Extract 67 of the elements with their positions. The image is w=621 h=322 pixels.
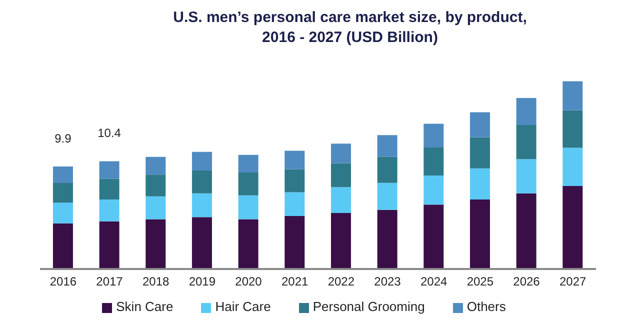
legend-label: Others	[466, 299, 506, 314]
bar	[284, 216, 305, 269]
bar	[424, 124, 444, 148]
bar	[470, 200, 490, 269]
bar	[192, 170, 212, 194]
bar	[192, 217, 212, 269]
legend-label: Hair Care	[215, 299, 271, 314]
x-tick-label: 2026	[513, 274, 540, 289]
bar	[377, 135, 398, 157]
x-tick-label: 2021	[281, 274, 309, 289]
bar	[562, 148, 583, 186]
bar	[562, 186, 583, 269]
bar	[470, 137, 490, 168]
annotation: 9.9	[54, 131, 72, 146]
bar	[146, 219, 166, 269]
x-tick-label: 2027	[559, 274, 587, 289]
bar	[284, 192, 305, 216]
bar	[516, 193, 536, 269]
bar	[238, 195, 258, 220]
bar	[284, 169, 305, 192]
chart-title: U.S. men’s personal care market size, by product, 2016 - 2027 (USD Billion)	[172, 8, 528, 48]
bar	[192, 152, 212, 170]
bar	[99, 161, 120, 179]
legend-label: Personal Grooming	[312, 299, 425, 314]
bar	[330, 163, 351, 188]
bar	[562, 81, 583, 110]
x-tick-label: 2022	[328, 274, 355, 289]
bar	[238, 219, 258, 269]
bar	[424, 176, 444, 205]
bar	[377, 156, 398, 183]
bar	[562, 110, 583, 148]
bar	[516, 159, 536, 194]
bar	[470, 168, 490, 200]
bar	[516, 125, 536, 160]
x-tick-label: 2023	[374, 274, 402, 289]
bar	[52, 223, 73, 269]
bar	[377, 182, 398, 210]
x-tick-label: 2016	[50, 274, 77, 289]
x-tick-label: 2025	[466, 274, 494, 289]
x-tick-label: 2024	[420, 274, 448, 289]
x-tick-label: 2018	[142, 274, 170, 289]
bar	[470, 112, 490, 138]
x-tick-label: 2020	[235, 274, 262, 289]
bar	[284, 150, 305, 170]
bar	[424, 148, 444, 176]
x-tick-label: 2017	[96, 274, 124, 289]
bar	[238, 172, 258, 196]
bar	[330, 187, 351, 214]
x-tick-label: 2019	[188, 274, 216, 289]
bar	[99, 221, 120, 269]
bar	[330, 213, 351, 269]
bar	[146, 174, 166, 196]
bar	[192, 193, 212, 218]
bar	[146, 156, 166, 175]
bar	[99, 200, 120, 222]
legend-label: Skin Care	[116, 299, 174, 314]
bar	[424, 204, 444, 269]
bar	[52, 166, 73, 184]
bar	[516, 98, 536, 126]
bar	[377, 210, 398, 269]
bar	[52, 202, 73, 224]
bar	[330, 144, 351, 164]
annotation: 10.4	[98, 126, 122, 140]
bar	[99, 178, 120, 200]
bar	[52, 183, 73, 203]
bar	[146, 196, 166, 220]
bar	[238, 154, 258, 173]
